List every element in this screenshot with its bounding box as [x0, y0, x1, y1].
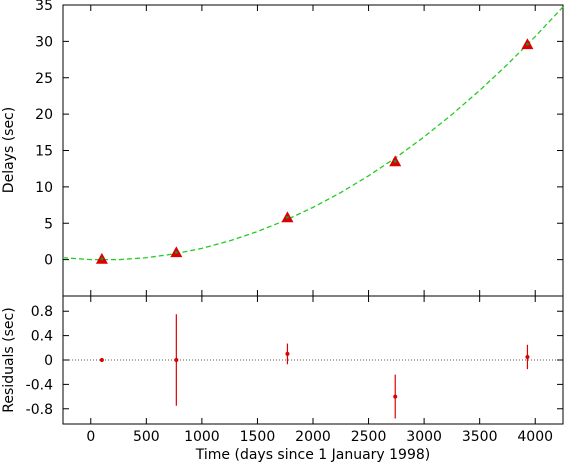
top-y-tick-label: 5 — [44, 216, 53, 232]
x-tick-label: 1000 — [184, 429, 220, 445]
top-panel-frame — [62, 4, 564, 297]
x-tick-label: 2500 — [351, 429, 387, 445]
fit-curve — [62, 6, 564, 261]
residual-point — [174, 358, 179, 362]
top-axis-ticks: 0 5 10 15 20 25 30 35 — [35, 0, 563, 296]
residual-point — [285, 351, 290, 356]
bottom-y-tick-label: 0 — [44, 353, 53, 369]
delay-points-layer — [95, 38, 534, 264]
fit-curve-layer — [62, 6, 564, 261]
x-tick-label: 3000 — [406, 429, 442, 445]
delay-point-center — [100, 257, 104, 261]
residual-point — [393, 394, 398, 399]
x-tick-label: 3500 — [462, 429, 498, 445]
x-tick-label: 4000 — [517, 429, 553, 445]
bottom-y-tick-label: -0.8 — [26, 402, 53, 418]
delay-point-center — [393, 159, 397, 163]
top-y-axis-title: Delays (sec) — [1, 107, 17, 193]
top-y-tick-label: 10 — [35, 180, 53, 196]
bottom-axis-ticks: 0 500 1000 1500 2000 2500 3000 3500 4000 0.8 0.4 0 -… — [26, 296, 563, 445]
x-tick-label: 500 — [133, 429, 160, 445]
top-y-tick-label: 20 — [35, 107, 53, 123]
x-tick-label: 0 — [86, 429, 95, 445]
delay-point-center — [285, 215, 289, 219]
bottom-y-tick-label: 0.8 — [31, 304, 53, 320]
top-y-tick-label: 35 — [35, 0, 53, 14]
top-panel: 0 5 10 15 20 25 30 35 Delays (sec) — [1, 0, 564, 297]
x-tick-label: 2000 — [295, 429, 331, 445]
top-y-tick-label: 30 — [35, 34, 53, 50]
top-y-tick-label: 25 — [35, 71, 53, 87]
bottom-y-axis-title: Residuals (sec) — [1, 307, 17, 412]
delay-point-center — [525, 42, 529, 46]
residual-points-layer — [99, 314, 530, 419]
bottom-panel: 0 500 1000 1500 2000 2500 3000 3500 4000 0.8 0.4 0 -… — [1, 295, 564, 463]
x-axis-title: Time (days since 1 January 1998) — [195, 447, 430, 463]
bottom-y-tick-label: 0.4 — [31, 329, 53, 345]
top-y-tick-label: 0 — [44, 253, 53, 269]
delay-point-center — [174, 250, 178, 254]
bottom-y-tick-label: -0.4 — [26, 377, 53, 393]
top-y-tick-label: 15 — [35, 144, 53, 160]
residual-point — [525, 354, 530, 359]
x-tick-label: 1500 — [240, 429, 276, 445]
residual-point — [99, 358, 104, 362]
